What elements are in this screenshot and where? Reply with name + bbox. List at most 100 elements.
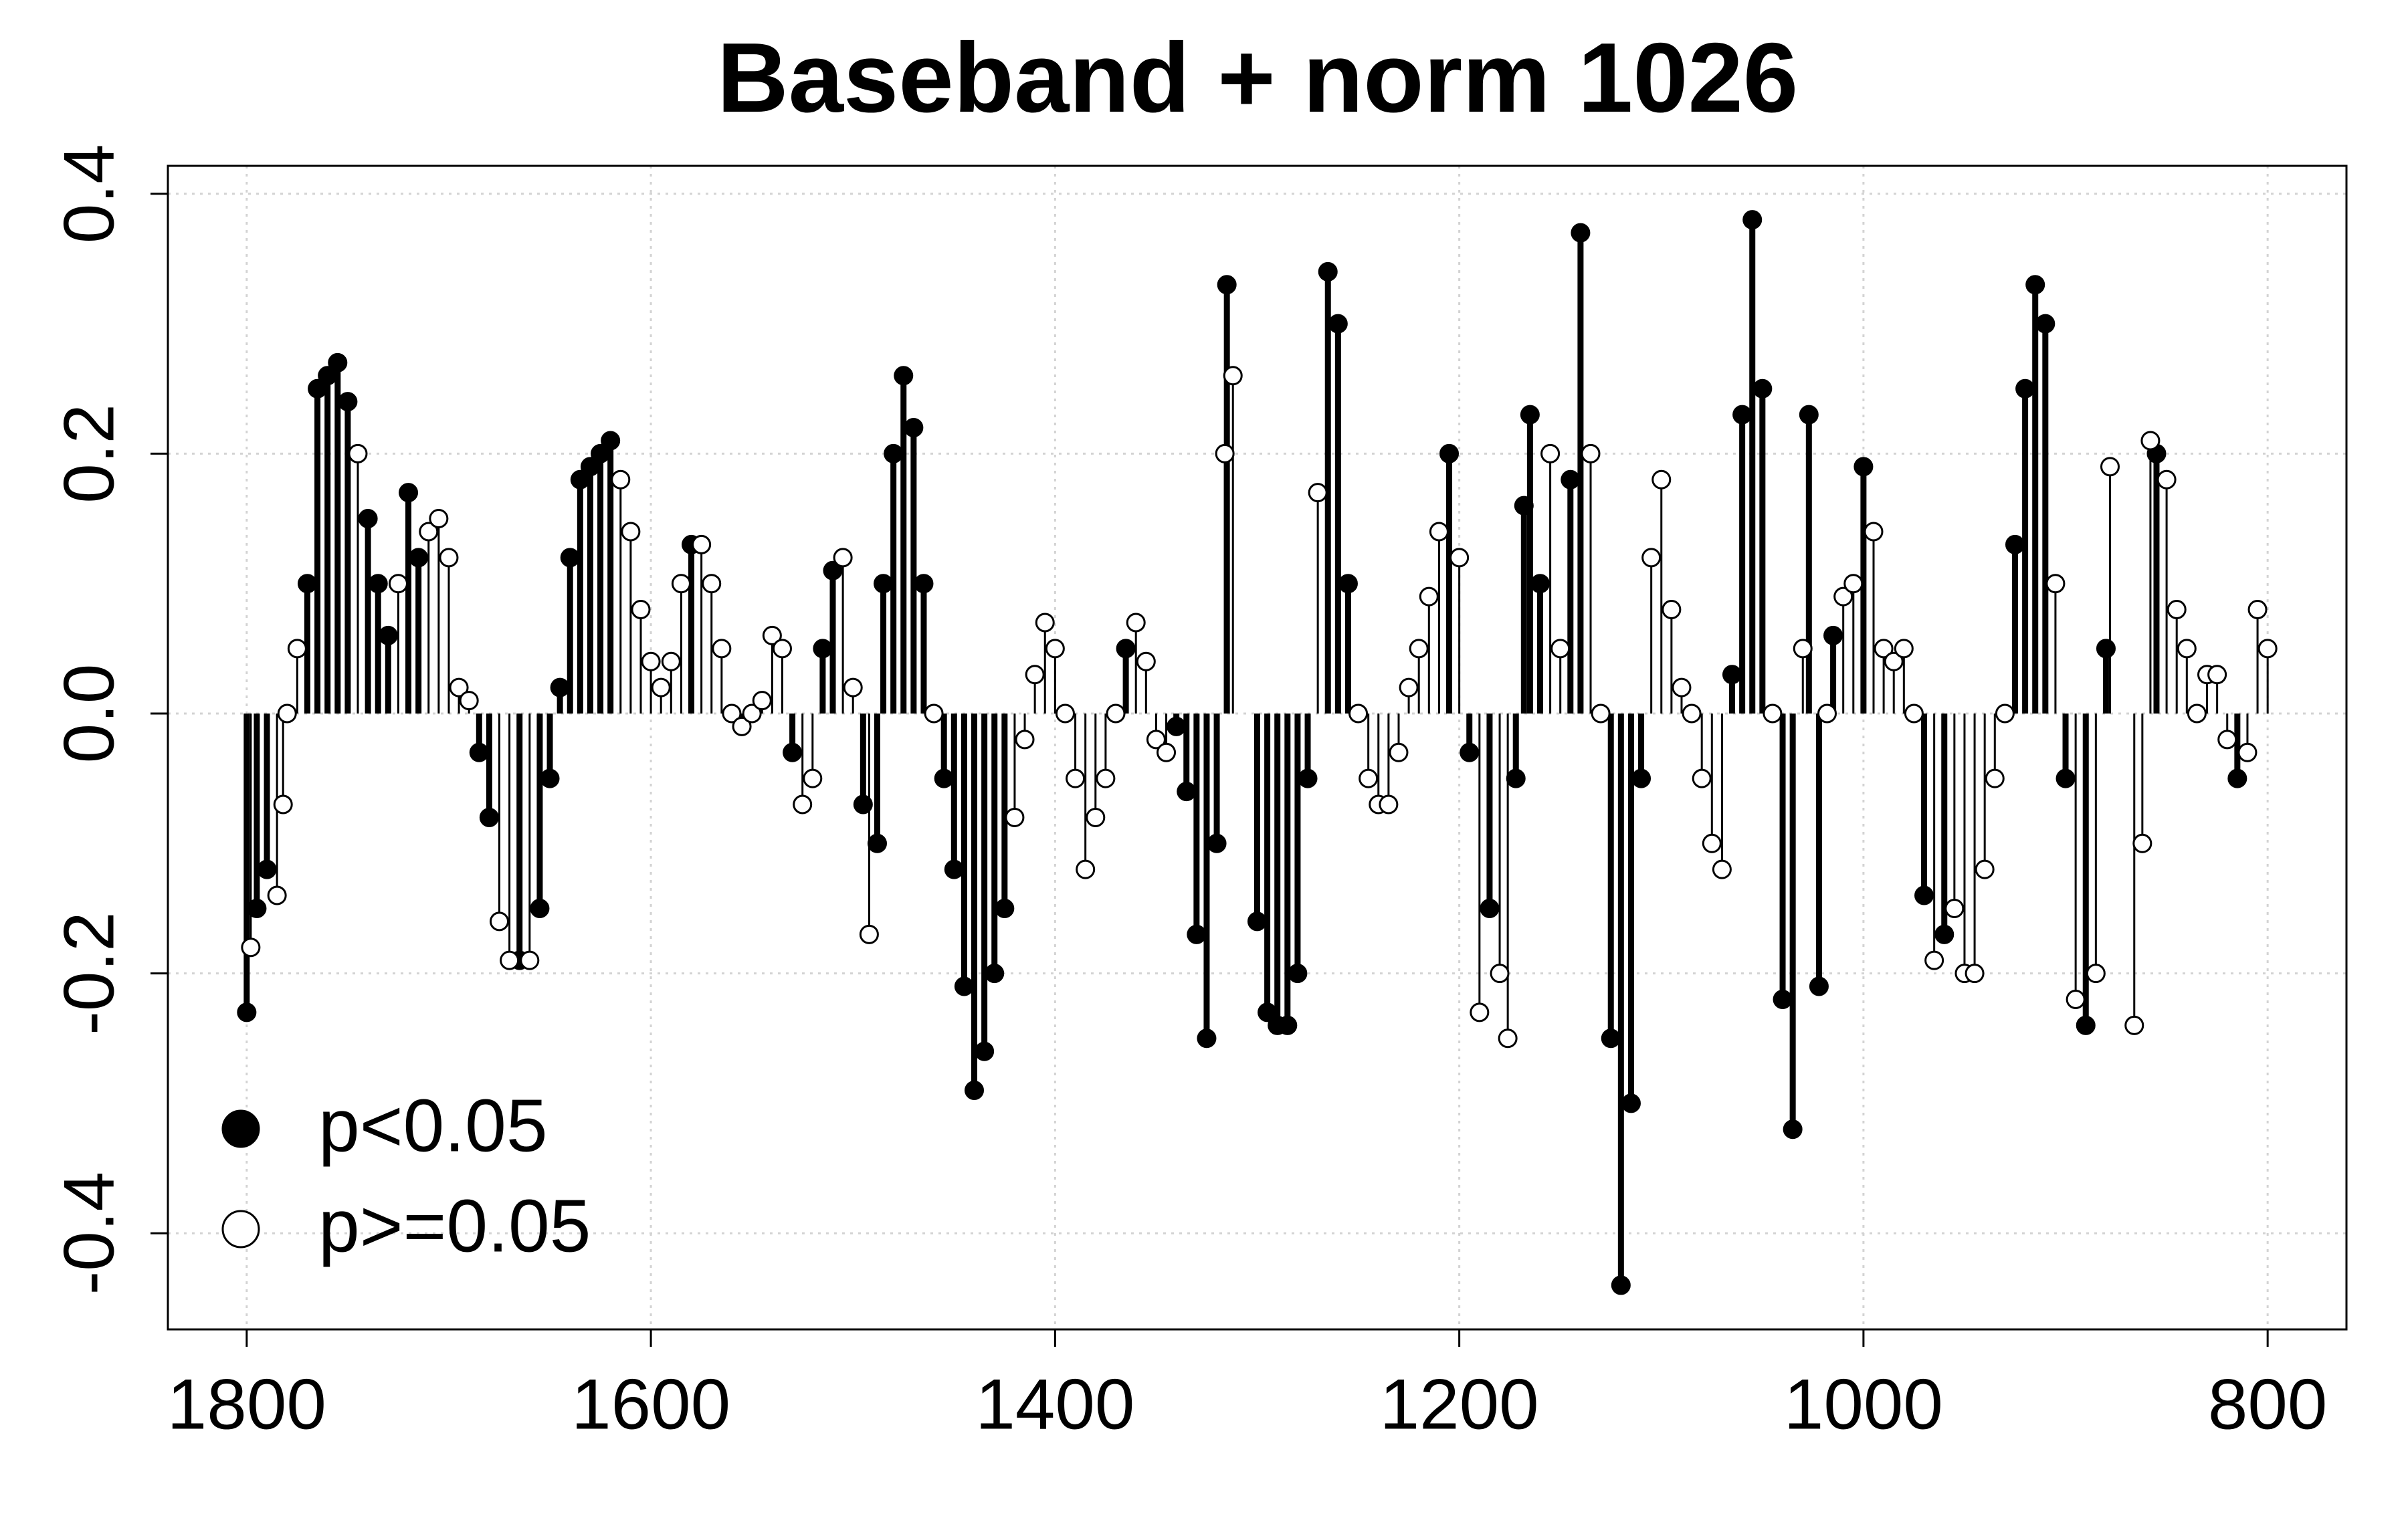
point <box>1389 742 1409 762</box>
y-tick-label: 0.0 <box>48 664 128 764</box>
point <box>1035 613 1055 633</box>
point <box>995 898 1015 918</box>
point <box>459 691 479 711</box>
point <box>449 677 469 697</box>
point <box>570 469 590 490</box>
point <box>671 574 691 594</box>
point <box>2177 639 2197 659</box>
point <box>308 378 328 399</box>
point <box>823 560 843 580</box>
point <box>783 742 803 762</box>
point <box>1308 483 1328 503</box>
point <box>1470 1002 1490 1022</box>
point <box>1934 924 1954 944</box>
point <box>1167 716 1187 736</box>
point <box>1995 703 2015 724</box>
point <box>833 548 853 568</box>
point <box>1429 522 1449 542</box>
point <box>2086 964 2106 984</box>
point <box>1853 457 1874 477</box>
point <box>2187 703 2207 724</box>
point <box>318 366 338 386</box>
point <box>267 885 287 905</box>
point <box>975 1041 995 1061</box>
point <box>867 833 887 853</box>
point <box>1712 859 1732 879</box>
point <box>328 352 348 372</box>
point <box>1106 703 1126 724</box>
point <box>641 651 661 671</box>
point <box>732 716 752 736</box>
point <box>1318 261 1338 282</box>
point <box>1207 833 1227 853</box>
point <box>1722 665 1742 685</box>
point <box>954 976 974 996</box>
point <box>1066 768 1086 788</box>
point <box>1399 677 1419 697</box>
point <box>1763 703 1783 724</box>
point <box>611 469 631 490</box>
point <box>1944 898 1965 918</box>
point <box>247 898 267 918</box>
point <box>1672 677 1692 697</box>
point <box>2100 457 2120 477</box>
point <box>1514 496 1534 516</box>
point <box>944 859 964 879</box>
point <box>1773 989 1793 1009</box>
point <box>2247 600 2268 620</box>
point <box>1197 1028 1217 1049</box>
point <box>2156 469 2177 490</box>
point <box>884 443 904 463</box>
y-tick-label: 0.4 <box>48 144 128 243</box>
point <box>1571 223 1591 243</box>
point <box>1025 665 1045 685</box>
point <box>2124 1015 2144 1035</box>
point <box>651 677 671 697</box>
point <box>1884 651 1904 671</box>
point <box>1288 964 1308 984</box>
point <box>1136 651 1156 671</box>
point <box>1817 703 1837 724</box>
point <box>591 443 611 463</box>
point <box>368 574 388 594</box>
point <box>1439 443 1460 463</box>
point <box>1298 768 1318 788</box>
point <box>1116 639 1136 659</box>
x-tick-label: 1200 <box>1380 1364 1539 1444</box>
point <box>241 938 261 958</box>
point <box>1278 1015 1298 1035</box>
x-tick-label: 800 <box>2208 1364 2328 1444</box>
x-tick-label: 1600 <box>571 1364 730 1444</box>
point <box>1914 885 1934 905</box>
point <box>1506 768 1526 788</box>
point <box>2015 378 2035 399</box>
point <box>2237 742 2258 762</box>
legend-marker <box>221 1210 260 1248</box>
point <box>409 548 429 568</box>
point <box>1965 964 1985 984</box>
point <box>1045 639 1065 659</box>
point <box>399 483 419 503</box>
point <box>1076 859 1096 879</box>
point <box>1783 1119 1803 1139</box>
point <box>1631 768 1651 788</box>
point <box>1611 1275 1631 1295</box>
plot-frame <box>167 165 2348 1331</box>
point <box>692 534 712 554</box>
point <box>894 366 914 386</box>
point <box>1217 275 1237 295</box>
point <box>2066 989 2086 1009</box>
point <box>439 548 459 568</box>
point <box>540 768 560 788</box>
point <box>469 742 489 762</box>
point <box>2025 275 2045 295</box>
point <box>1924 950 1944 970</box>
y-tick-label: -0.4 <box>48 1172 128 1295</box>
point <box>2227 768 2247 788</box>
point <box>1409 639 1429 659</box>
point <box>287 639 307 659</box>
point <box>1833 586 1853 607</box>
point <box>853 794 873 814</box>
point <box>965 1080 985 1100</box>
